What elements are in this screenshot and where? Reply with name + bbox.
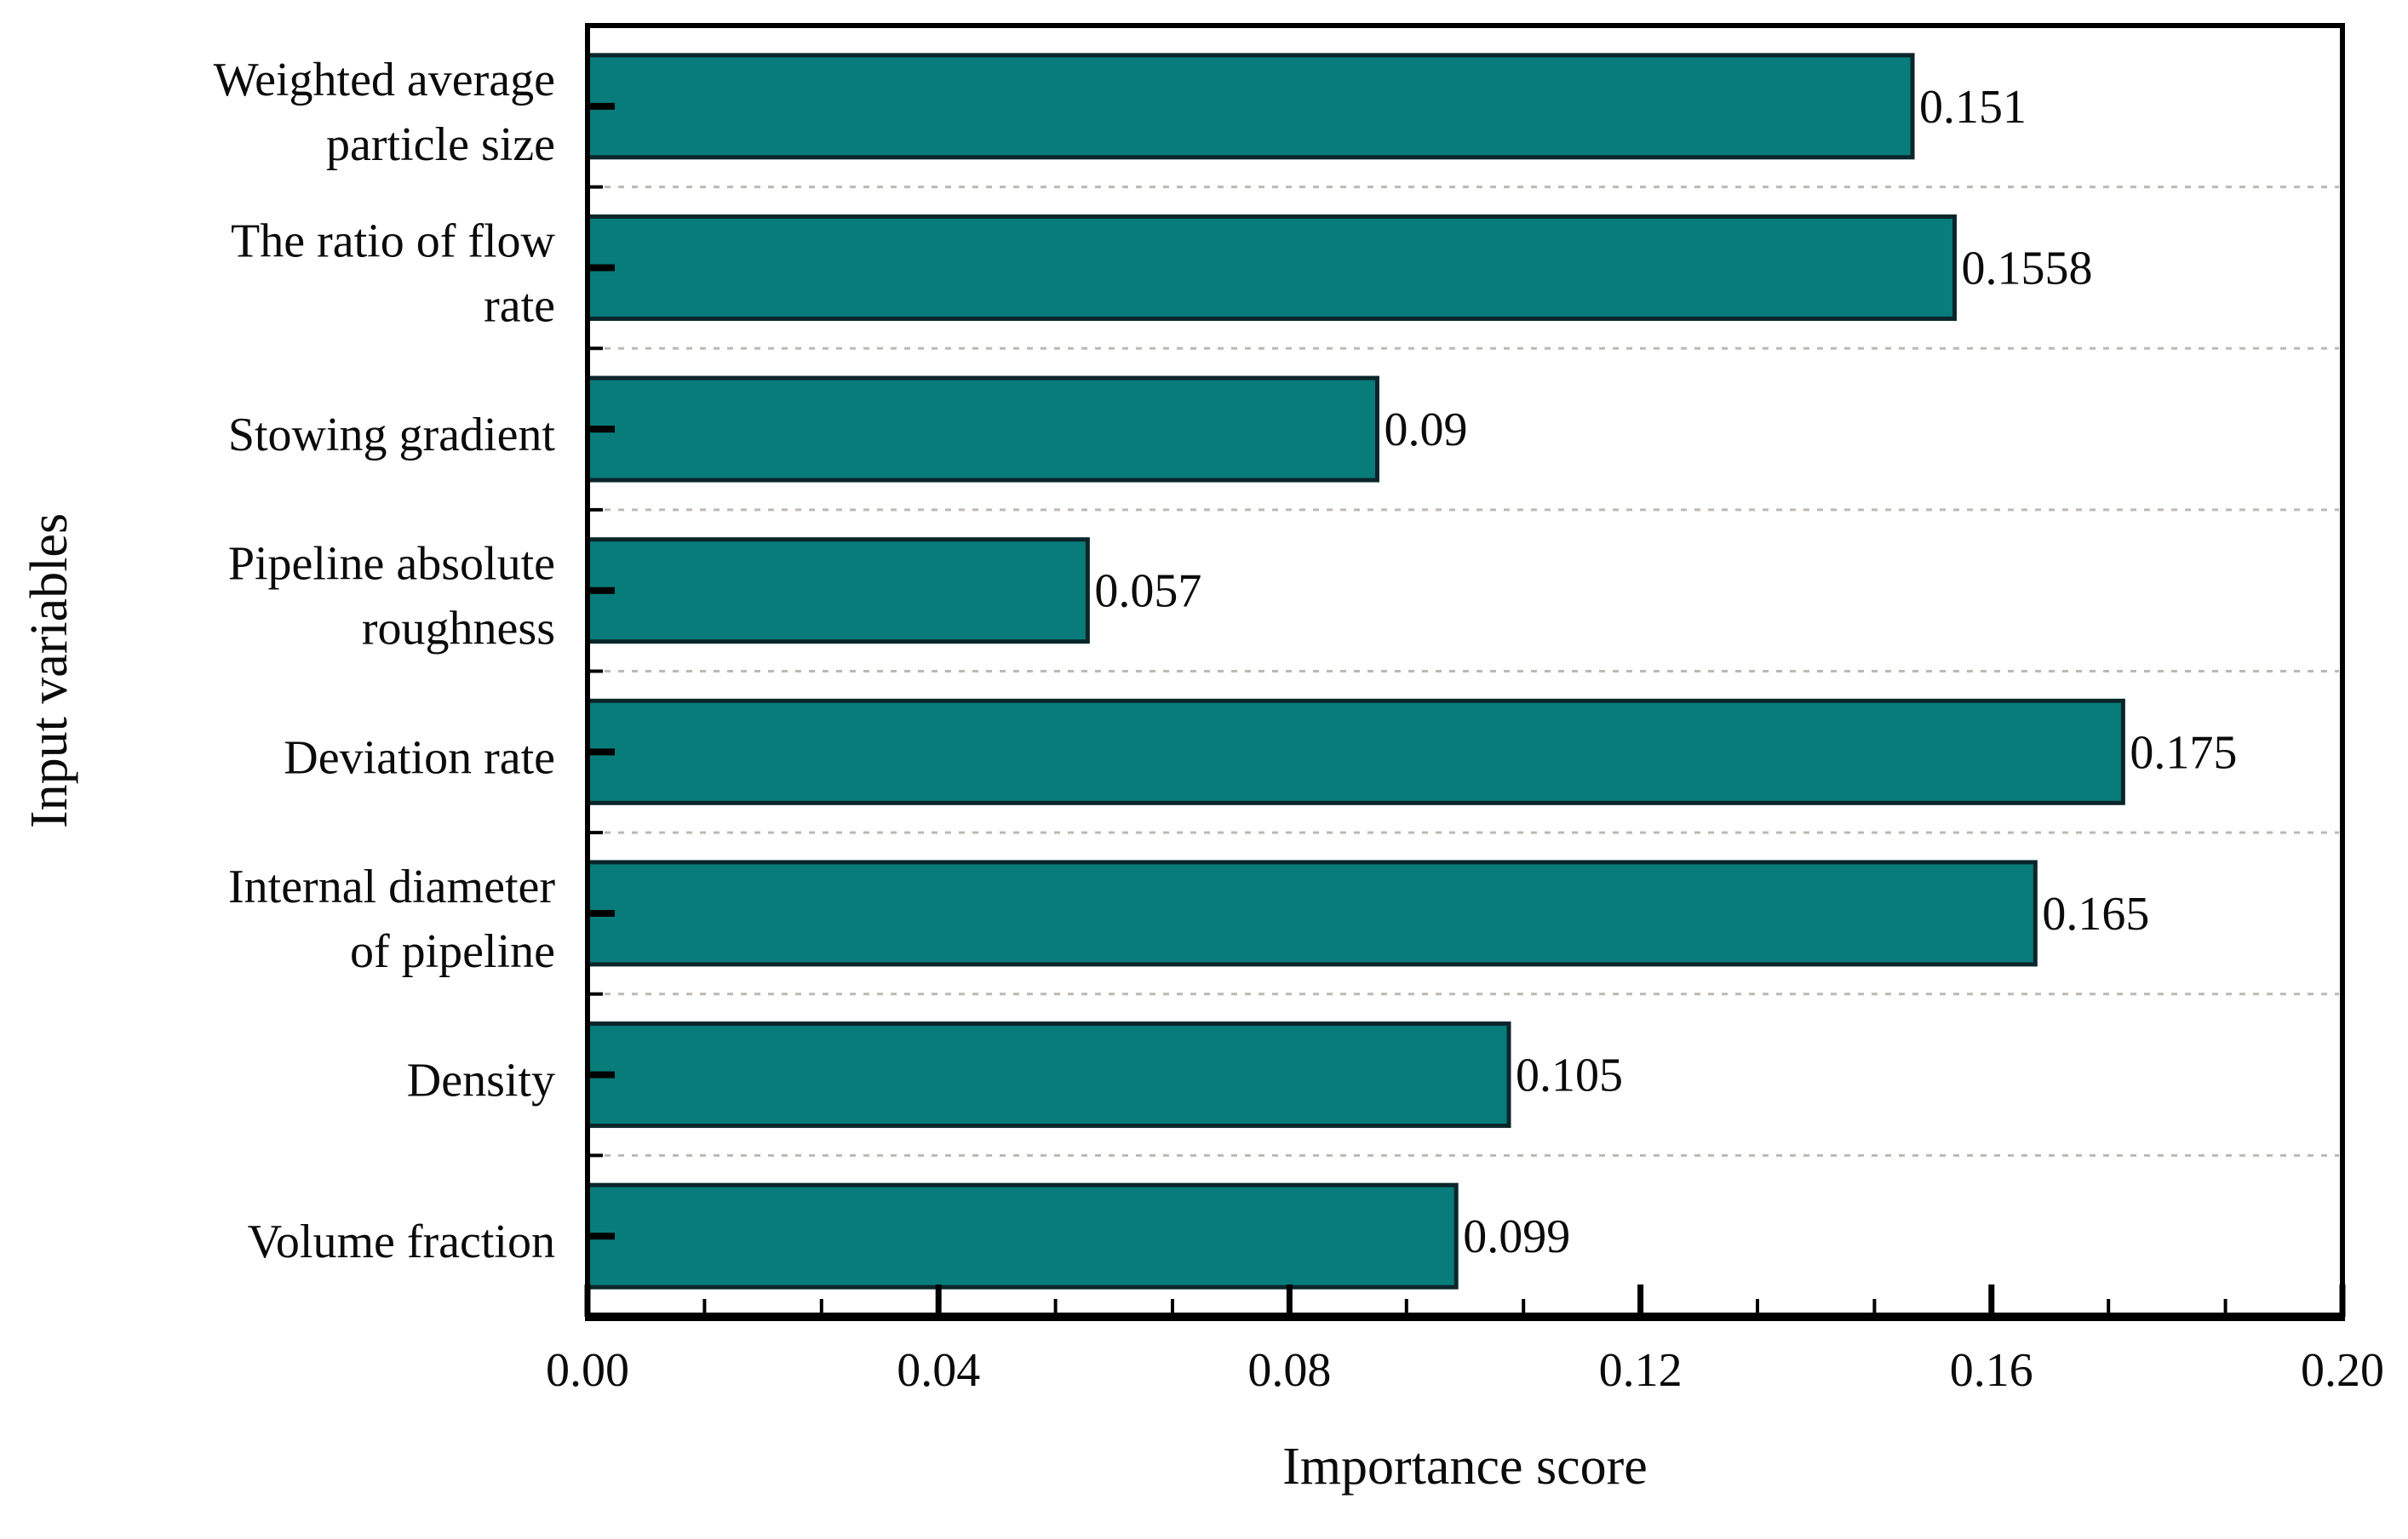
x-tick-label: 0.04 [897,1344,980,1397]
bar-value-label: 0.165 [2042,888,2149,941]
bar [585,214,1958,321]
x-tick-label: 0.16 [1950,1344,2033,1397]
x-axis-title: Importance score [1282,1438,1648,1496]
bar-value-label: 0.151 [1919,81,2027,134]
bar-value-label: 0.057 [1094,565,1201,618]
bar [585,537,1090,644]
bar-value-label: 0.1558 [1962,242,2093,295]
x-tick-label: 0.20 [2301,1344,2384,1397]
bar-value-label: 0.175 [2130,726,2237,779]
bar [585,53,1915,160]
bar-value-label: 0.105 [1516,1050,1623,1102]
bar [585,375,1379,483]
x-tick-label: 0.00 [546,1344,629,1397]
bar-value-label: 0.099 [1463,1210,1570,1263]
bar [585,860,2038,967]
category-label: Deviation rate [284,731,555,784]
category-label: Stowing gradient [228,409,556,461]
category-label: Weighted average particle size [214,54,555,171]
category-label: The ratio of flow rate [231,215,556,332]
category-label: Pipeline absolute roughness [228,538,555,655]
category-label: Volume fraction [248,1216,555,1268]
category-label: Internal diameter of pipeline [228,861,555,978]
bar [585,1021,1511,1129]
bar [585,698,2125,805]
y-axis-title: Input variables [20,512,78,829]
bar [585,1182,1459,1290]
bar-value-label: 0.09 [1384,403,1467,456]
x-tick-label: 0.12 [1599,1344,1683,1397]
x-tick-label: 0.08 [1247,1344,1331,1397]
category-label: Density [407,1055,555,1107]
